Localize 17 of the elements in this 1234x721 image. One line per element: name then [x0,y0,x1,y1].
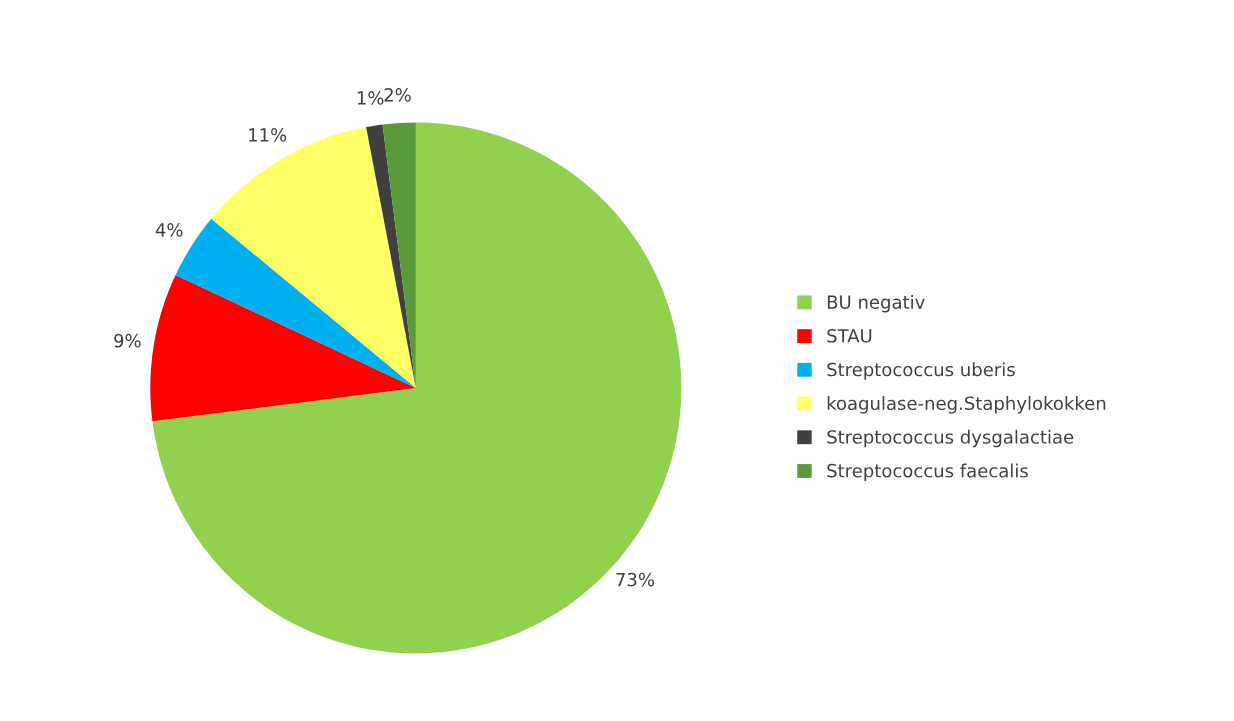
pie-slice [366,124,416,388]
pie-slice [150,274,416,422]
legend-label: BU negativ [827,294,925,313]
data-label: 9% [114,333,141,348]
data-label: 4% [155,223,183,237]
data-label: 1% [357,91,384,105]
pie-slice [211,127,416,388]
legend-label: Streptococcus uberis [827,362,1015,380]
data-label: 73% [616,572,655,587]
data-label: 11% [249,128,287,142]
legend-label: Streptococcus faecalis [827,463,1028,482]
legend-label: Streptococcus dysgalactiae [827,429,1074,448]
legend-label: STAU [827,328,872,343]
legend-label: koagulase-neg.Staphylokokken [827,396,1106,414]
pie-slice [152,122,682,654]
data-label: 2% [384,88,411,102]
pie-slice [382,122,416,388]
